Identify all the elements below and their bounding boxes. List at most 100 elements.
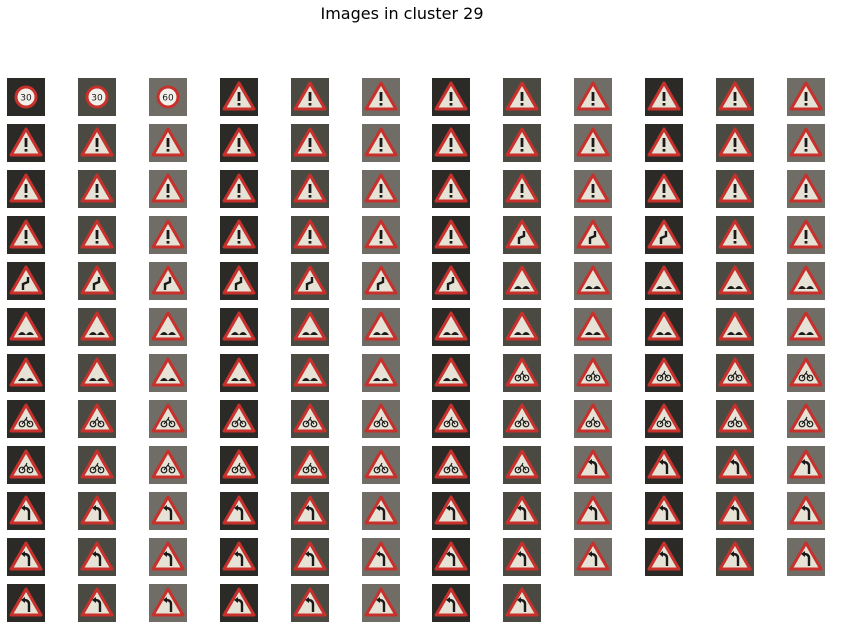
sign-thumbnail-bumpy-road	[78, 308, 116, 346]
sign-thumbnail-dangerous-curve-left	[291, 584, 329, 622]
sign-thumbnail-dangerous-curve-left	[503, 492, 541, 530]
sign-thumbnail-dangerous-curve-left	[362, 492, 400, 530]
sign-thumbnail-bumpy-road	[645, 262, 683, 300]
sign-thumbnail-bumpy-road	[149, 354, 187, 392]
sign-thumbnail-exclamation	[645, 124, 683, 162]
sign-thumbnail-cycles-crossing	[78, 446, 116, 484]
sign-thumbnail-cycles-crossing	[291, 446, 329, 484]
sign-thumbnail-cycles-crossing	[78, 400, 116, 438]
sign-thumbnail-dangerous-curve-left	[7, 584, 45, 622]
sign-thumbnail-dangerous-curve-left	[220, 584, 258, 622]
sign-thumbnail-cycles-crossing	[503, 446, 541, 484]
sign-thumbnail-dangerous-curve-left	[78, 584, 116, 622]
sign-thumbnail-exclamation	[362, 170, 400, 208]
sign-thumbnail-cycles-crossing	[716, 354, 754, 392]
sign-thumbnail-dangerous-curve-left	[716, 446, 754, 484]
sign-thumbnail-cycles-crossing	[220, 400, 258, 438]
sign-thumbnail-bumpy-road	[503, 308, 541, 346]
sign-thumbnail-dangerous-curve-left	[78, 538, 116, 576]
sign-thumbnail-exclamation	[291, 170, 329, 208]
sign-thumbnail-bumpy-road	[787, 262, 825, 300]
sign-thumbnail-exclamation	[149, 216, 187, 254]
sign-thumbnail-bumpy-road	[362, 308, 400, 346]
sign-thumbnail-double-curve	[7, 262, 45, 300]
sign-thumbnail-dangerous-curve-left	[362, 538, 400, 576]
sign-thumbnail-dangerous-curve-left	[362, 584, 400, 622]
sign-thumbnail-bumpy-road	[574, 308, 612, 346]
sign-thumbnail-cycles-crossing	[362, 446, 400, 484]
sign-thumbnail-dangerous-curve-left	[787, 538, 825, 576]
sign-thumbnail-cycles-crossing	[787, 354, 825, 392]
sign-thumbnail-exclamation	[220, 216, 258, 254]
sign-thumbnail-exclamation	[503, 124, 541, 162]
sign-thumbnail-exclamation	[432, 124, 470, 162]
sign-thumbnail-cycles-crossing	[645, 400, 683, 438]
sign-thumbnail-dangerous-curve-left	[574, 538, 612, 576]
sign-thumbnail-exclamation	[503, 170, 541, 208]
svg-text:30: 30	[20, 94, 32, 104]
sign-thumbnail-exclamation	[7, 124, 45, 162]
sign-thumbnail-dangerous-curve-left	[7, 538, 45, 576]
svg-text:60: 60	[162, 94, 174, 104]
sign-thumbnail-exclamation	[574, 124, 612, 162]
sign-thumbnail-exclamation	[220, 170, 258, 208]
sign-thumbnail-speed-limit-30: 30	[7, 78, 45, 116]
sign-thumbnail-dangerous-curve-left	[574, 446, 612, 484]
sign-thumbnail-bumpy-road	[220, 354, 258, 392]
sign-thumbnail-cycles-crossing	[503, 354, 541, 392]
sign-thumbnail-exclamation	[362, 216, 400, 254]
sign-thumbnail-cycles-crossing	[149, 400, 187, 438]
sign-thumbnail-exclamation	[291, 78, 329, 116]
sign-thumbnail-speed-limit-60: 60	[149, 78, 187, 116]
sign-thumbnail-dangerous-curve-left	[645, 538, 683, 576]
sign-thumbnail-dangerous-curve-left	[503, 538, 541, 576]
figure-title: Images in cluster 29	[320, 4, 484, 23]
sign-thumbnail-double-curve	[78, 262, 116, 300]
sign-thumbnail-exclamation	[716, 216, 754, 254]
sign-thumbnail-cycles-crossing	[432, 446, 470, 484]
sign-thumbnail-bumpy-road	[220, 308, 258, 346]
sign-thumbnail-dangerous-curve-left	[787, 446, 825, 484]
sign-thumbnail-exclamation	[149, 170, 187, 208]
sign-thumbnail-dangerous-curve-left	[503, 584, 541, 622]
sign-thumbnail-cycles-crossing	[7, 446, 45, 484]
sign-thumbnail-bumpy-road	[787, 308, 825, 346]
sign-thumbnail-cycles-crossing	[291, 400, 329, 438]
sign-thumbnail-cycles-crossing	[574, 400, 612, 438]
sign-thumbnail-exclamation	[362, 78, 400, 116]
sign-thumbnail-double-curve	[362, 262, 400, 300]
sign-thumbnail-bumpy-road	[574, 262, 612, 300]
sign-thumbnail-dangerous-curve-left	[149, 492, 187, 530]
sign-thumbnail-cycles-crossing	[503, 400, 541, 438]
sign-thumbnail-double-curve	[574, 216, 612, 254]
sign-thumbnail-cycles-crossing	[716, 400, 754, 438]
sign-thumbnail-bumpy-road	[716, 262, 754, 300]
sign-thumbnail-dangerous-curve-left	[787, 492, 825, 530]
sign-thumbnail-bumpy-road	[7, 308, 45, 346]
sign-thumbnail-dangerous-curve-left	[645, 492, 683, 530]
sign-thumbnail-dangerous-curve-left	[7, 492, 45, 530]
sign-thumbnail-cycles-crossing	[362, 400, 400, 438]
sign-thumbnail-exclamation	[645, 78, 683, 116]
sign-thumbnail-dangerous-curve-left	[432, 584, 470, 622]
sign-thumbnail-exclamation	[645, 170, 683, 208]
sign-thumbnail-exclamation	[716, 170, 754, 208]
sign-thumbnail-exclamation	[78, 170, 116, 208]
sign-thumbnail-bumpy-road	[7, 354, 45, 392]
sign-thumbnail-exclamation	[149, 124, 187, 162]
sign-thumbnail-double-curve	[645, 216, 683, 254]
sign-thumbnail-exclamation	[291, 216, 329, 254]
sign-thumbnail-cycles-crossing	[574, 354, 612, 392]
sign-thumbnail-cycles-crossing	[645, 354, 683, 392]
sign-thumbnail-exclamation	[787, 216, 825, 254]
sign-thumbnail-exclamation	[362, 124, 400, 162]
sign-thumbnail-exclamation	[503, 78, 541, 116]
sign-thumbnail-bumpy-road	[362, 354, 400, 392]
sign-thumbnail-exclamation	[291, 124, 329, 162]
sign-thumbnail-exclamation	[432, 78, 470, 116]
sign-thumbnail-dangerous-curve-left	[291, 492, 329, 530]
sign-thumbnail-dangerous-curve-left	[716, 492, 754, 530]
sign-thumbnail-speed-limit-30: 30	[78, 78, 116, 116]
sign-thumbnail-dangerous-curve-left	[574, 492, 612, 530]
